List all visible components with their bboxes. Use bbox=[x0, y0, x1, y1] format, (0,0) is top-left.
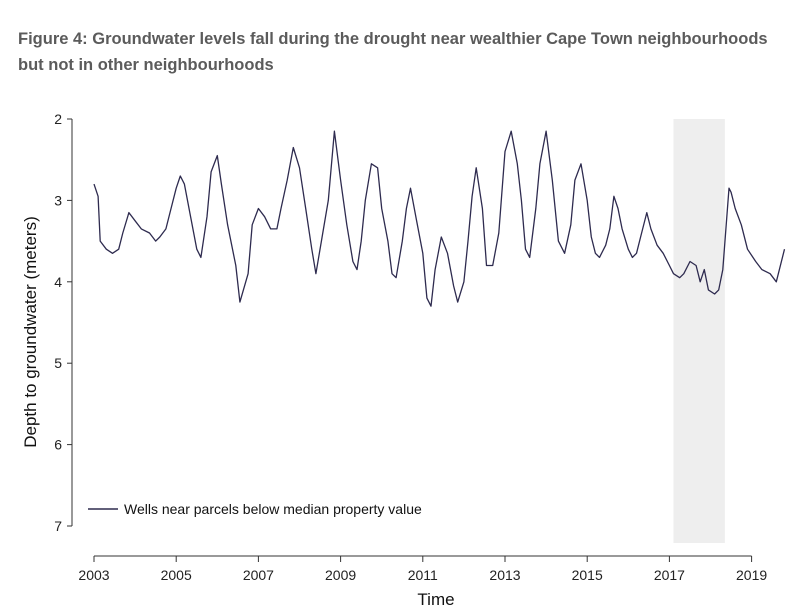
x-tick-label: 2005 bbox=[161, 567, 192, 583]
drought-shaded-period bbox=[673, 119, 725, 543]
y-axis-title: Depth to groundwater (meters) bbox=[21, 216, 40, 448]
series-layer bbox=[93, 130, 786, 307]
y-tick-label: 6 bbox=[54, 437, 62, 453]
y-tick-label: 7 bbox=[54, 518, 62, 534]
y-tick-label: 4 bbox=[54, 274, 62, 290]
axes: 2 3 4 5 6 7 2003 2005 2007 2009 2011 2013 2015 2017 20… bbox=[54, 111, 767, 583]
series-line-0 bbox=[93, 130, 786, 307]
legend: Wells near parcels below median property… bbox=[88, 501, 422, 517]
y-tick-label: 2 bbox=[54, 111, 62, 127]
x-tick-label: 2003 bbox=[78, 567, 109, 583]
x-tick-label: 2019 bbox=[736, 567, 767, 583]
chart-title: Figure 4: Groundwater levels fall during… bbox=[18, 30, 768, 74]
x-axis-title: Time bbox=[417, 590, 454, 609]
y-tick-label: 5 bbox=[54, 355, 62, 371]
x-tick-label: 2015 bbox=[572, 567, 603, 583]
x-tick-label: 2017 bbox=[654, 567, 685, 583]
x-tick-label: 2009 bbox=[325, 567, 356, 583]
y-tick-label: 3 bbox=[54, 192, 62, 208]
x-tick-label: 2011 bbox=[408, 567, 438, 583]
x-tick-label: 2013 bbox=[489, 567, 520, 583]
legend-label: Wells near parcels below median property… bbox=[124, 501, 422, 517]
x-tick-label: 2007 bbox=[243, 567, 274, 583]
